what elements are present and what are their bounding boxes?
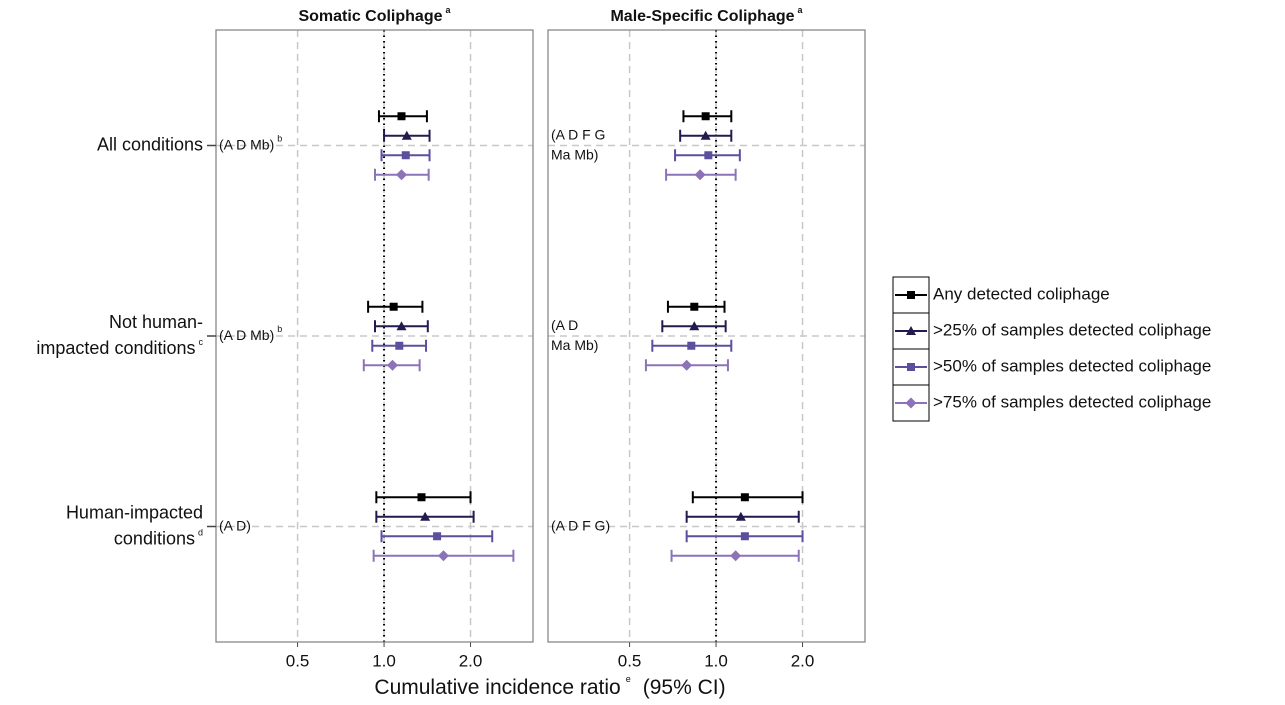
y-tick-label-line: conditions <box>114 528 195 548</box>
point-estimate <box>700 130 711 140</box>
annotation: Ma Mb) <box>551 146 598 162</box>
legend-label: >25% of samples detected coliphage <box>933 320 1211 339</box>
point-estimate <box>687 341 696 350</box>
annotation: (A D F G <box>551 126 605 142</box>
x-axis-title-sup: e <box>626 674 631 684</box>
x-tick-label: 0.5 <box>618 651 642 670</box>
panel-title: Somatic Coliphage a <box>298 5 451 25</box>
x-tick-label: 2.0 <box>459 651 483 670</box>
point-estimate <box>389 302 398 311</box>
legend-marker <box>905 397 917 409</box>
point-estimate <box>681 359 693 371</box>
annotation-line: (A D) <box>219 517 251 533</box>
panel-title-sup: a <box>446 5 452 15</box>
point-estimate <box>396 321 407 331</box>
point-estimate <box>730 550 742 562</box>
point-estimate <box>397 112 406 121</box>
y-tick-label: Not human- <box>109 312 203 332</box>
annotation-sup: b <box>277 324 282 334</box>
annotation: Ma Mb) <box>551 337 598 353</box>
annotation-line: (A D F G) <box>551 517 610 533</box>
legend-marker <box>907 363 915 371</box>
point-estimate <box>694 169 706 181</box>
point-estimate <box>735 511 746 521</box>
x-tick-label: 1.0 <box>704 651 728 670</box>
x-axis-title-suffix: (95% CI) <box>643 676 726 699</box>
x-axis-title-main: Cumulative incidence ratio <box>374 676 620 699</box>
legend-label: >50% of samples detected coliphage <box>933 356 1211 375</box>
annotation: (A D <box>551 317 578 333</box>
panel-border <box>547 29 866 643</box>
point-estimate <box>395 341 404 350</box>
panel-title: Male-Specific Coliphage a <box>610 5 803 25</box>
annotation-line: (A D Mb) <box>219 136 274 152</box>
y-tick-label: impacted conditions c <box>36 337 203 357</box>
annotation-line: (A D Mb) <box>219 327 274 343</box>
legend-marker <box>906 326 916 335</box>
annotation: (A D) <box>219 517 251 533</box>
annotation-line: Ma Mb) <box>551 337 598 353</box>
point-estimate <box>417 493 426 502</box>
point-estimate <box>386 359 398 371</box>
y-tick-label-sup: d <box>198 528 203 538</box>
annotation: (A D Mb) b <box>219 134 282 152</box>
point-estimate <box>395 169 407 181</box>
annotation: (A D Mb) b <box>219 324 282 342</box>
legend-label: >75% of samples detected coliphage <box>933 392 1211 411</box>
annotation-sup: b <box>277 134 282 144</box>
point-estimate <box>740 532 749 541</box>
point-estimate <box>704 151 713 160</box>
y-tick-label-line: impacted conditions <box>36 338 195 358</box>
y-tick-label: Human-impacted <box>66 502 203 522</box>
point-estimate <box>690 302 699 311</box>
panel-title-line: Male-Specific Coliphage <box>610 8 794 25</box>
panel-title-line: Somatic Coliphage <box>298 8 442 25</box>
point-estimate <box>689 321 700 331</box>
y-tick-label: All conditions <box>97 134 203 154</box>
x-tick-label: 2.0 <box>791 651 815 670</box>
y-tick-label: conditions d <box>114 528 203 548</box>
x-tick-label: 0.5 <box>286 651 310 670</box>
point-estimate <box>401 151 410 160</box>
legend-label: Any detected coliphage <box>933 284 1110 303</box>
annotation-line: Ma Mb) <box>551 146 598 162</box>
annotation-line: (A D F G <box>551 126 605 142</box>
point-estimate <box>701 112 710 121</box>
y-tick-label-line: Not human- <box>109 312 203 332</box>
point-estimate <box>740 493 749 502</box>
annotation: (A D F G) <box>551 517 610 533</box>
y-tick-label-line: All conditions <box>97 134 203 154</box>
x-tick-label: 1.0 <box>372 651 396 670</box>
legend-marker <box>907 291 915 299</box>
point-estimate <box>401 130 412 140</box>
y-tick-label-sup: c <box>199 337 204 347</box>
x-axis-title: Cumulative incidence ratio e (95% CI) <box>374 674 725 698</box>
panel-title-sup: a <box>798 5 804 15</box>
point-estimate <box>437 550 449 562</box>
point-estimate <box>433 532 442 541</box>
annotation-line: (A D <box>551 317 578 333</box>
point-estimate <box>420 511 431 521</box>
y-tick-label-line: Human-impacted <box>66 502 203 522</box>
